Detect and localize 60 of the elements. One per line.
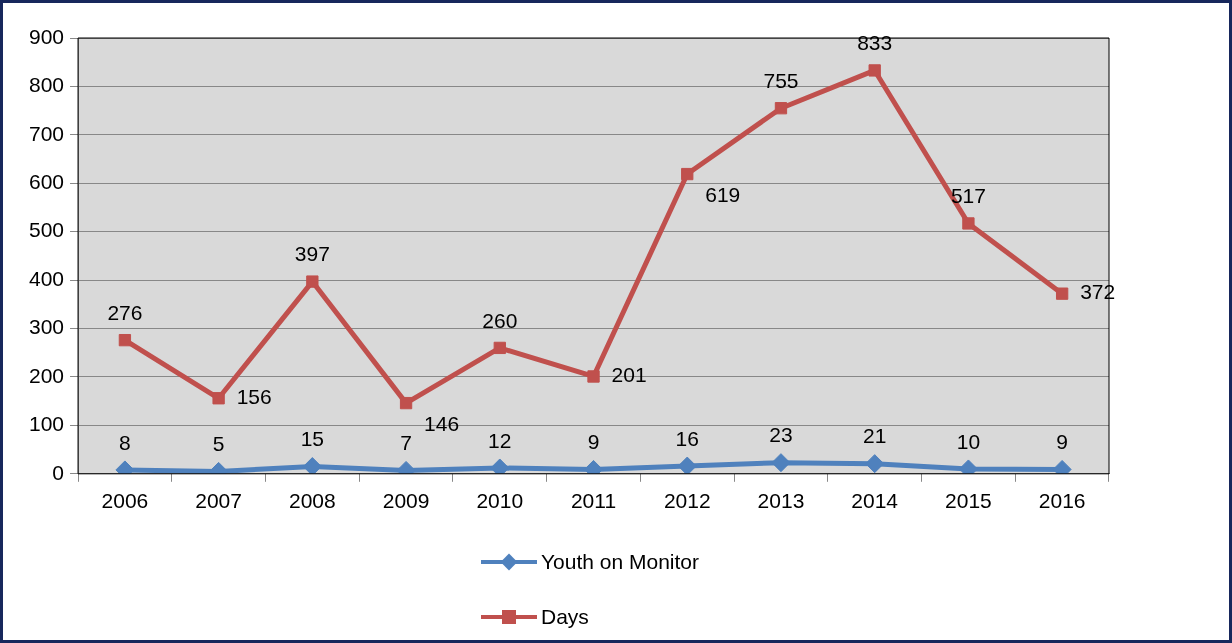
- x-tick-label: 2016: [1038, 489, 1086, 513]
- x-tick-label: 2009: [382, 489, 430, 513]
- data-label: 755: [763, 69, 799, 93]
- data-label: 372: [1080, 280, 1116, 304]
- y-tick-label: 800: [28, 73, 65, 97]
- point: [212, 392, 225, 405]
- x-tick-label: 2011: [570, 489, 617, 513]
- data-label: 16: [675, 426, 699, 450]
- data-label: 21: [863, 424, 887, 448]
- data-label: 146: [424, 411, 460, 435]
- y-tick-label: 400: [28, 266, 65, 290]
- y-tick-label: 900: [28, 24, 65, 48]
- point: [1055, 287, 1069, 300]
- data-label: 10: [956, 429, 981, 453]
- point: [306, 275, 319, 288]
- point: [681, 167, 694, 181]
- y-tick-label: 500: [28, 218, 65, 242]
- y-tick-label: 100: [28, 412, 65, 436]
- data-label: 8: [119, 430, 131, 454]
- point: [774, 102, 788, 115]
- point: [118, 334, 132, 347]
- point: [677, 456, 697, 474]
- point: [865, 454, 885, 474]
- data-label: 7: [400, 431, 412, 455]
- x-tick-label: 2007: [195, 489, 242, 513]
- x-tick-label: 2008: [288, 489, 336, 513]
- data-label: 156: [236, 385, 272, 409]
- data-label: 276: [107, 300, 143, 324]
- data-label: 201: [611, 363, 647, 387]
- data-label: 9: [587, 430, 600, 454]
- data-label: 9: [1056, 430, 1068, 454]
- point: [962, 217, 975, 230]
- data-label: 619: [705, 182, 741, 206]
- data-label: 260: [482, 308, 518, 332]
- x-tick-label: 2010: [476, 489, 524, 513]
- data-label: 397: [294, 242, 330, 266]
- x-tick-label: 2013: [757, 489, 805, 513]
- point: [493, 341, 506, 355]
- x-tick-label: 2012: [663, 489, 711, 513]
- point: [587, 370, 600, 383]
- data-label: 15: [300, 427, 325, 451]
- x-tick-label: 2006: [101, 489, 149, 513]
- legend-label: Youth on Monitor: [541, 550, 700, 574]
- point: [399, 396, 413, 410]
- y-tick-label: 300: [28, 315, 65, 339]
- y-tick-label: 700: [28, 121, 65, 145]
- y-tick-label: 0: [52, 460, 65, 484]
- data-label: 12: [488, 428, 512, 452]
- legend-label: Days: [541, 605, 589, 629]
- data-label: 23: [769, 423, 793, 447]
- y-tick-label: 600: [28, 170, 65, 194]
- y-tick-label: 200: [28, 363, 65, 387]
- point: [490, 458, 510, 474]
- x-tick-label: 2014: [851, 489, 899, 513]
- point: [771, 453, 791, 473]
- data-label: 5: [212, 432, 225, 456]
- data-label: 517: [950, 184, 986, 208]
- point: [868, 64, 881, 77]
- point: [302, 457, 322, 474]
- x-tick-label: 2015: [945, 489, 992, 513]
